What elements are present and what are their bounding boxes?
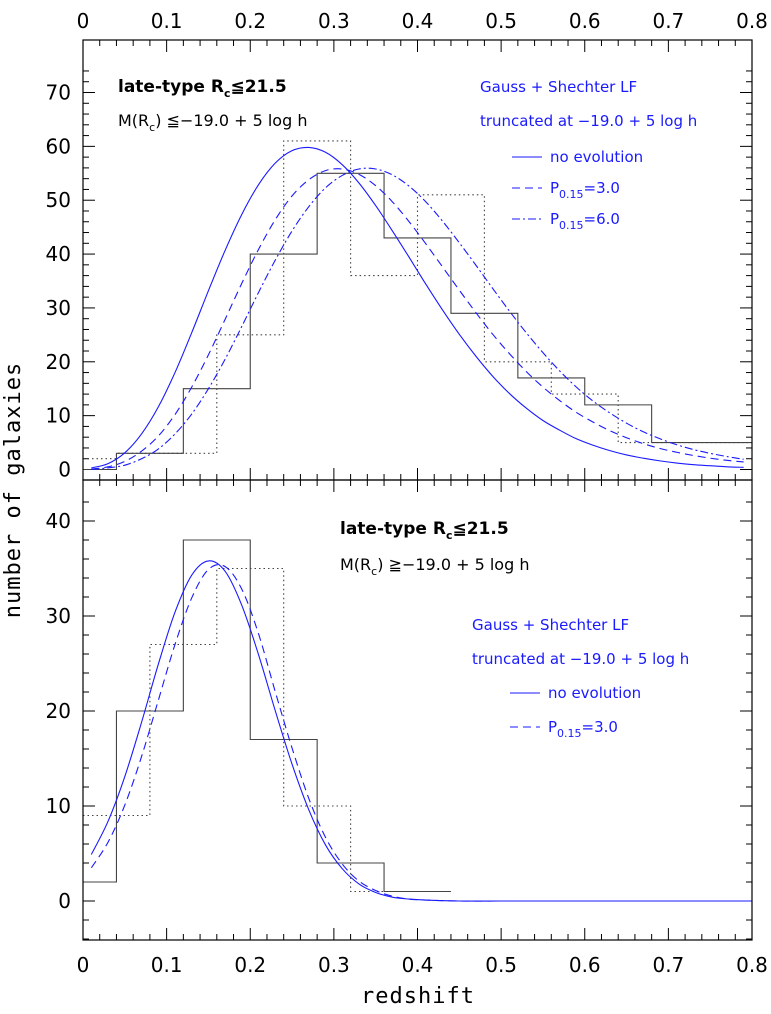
x-tick-label: 0.8 [736,953,768,977]
bottom-lf-truncation: truncated at −19.0 + 5 log h [472,650,689,668]
top-panel-histograms [83,140,752,471]
x-tick-label: 0 [77,953,90,977]
x-tick-label: 0 [77,9,90,33]
x-tick-label: 0.6 [569,9,601,33]
y-tick-label: 20 [46,699,71,723]
top-panel-curves [91,146,744,471]
x-tick-label: 0.5 [485,9,517,33]
x-tick-label: 0.1 [151,953,183,977]
solid-histogram [83,539,451,893]
x-tick-label: 0.7 [652,953,684,977]
x-tick-label: 0.4 [402,953,434,977]
x-tick-label: 0.1 [151,9,183,33]
y-tick-label: 0 [58,889,71,913]
top-panel-ticks [82,40,753,480]
bottom-panel-curves [90,560,752,902]
dashed-model-curve [90,564,752,902]
y-tick-label: 30 [46,604,71,628]
bottom-panel-x-tick-labels: 0 0.1 0.2 0.3 0.4 0.5 0.6 0.7 0.8 [77,953,768,977]
bottom-panel: 0 0.1 0.2 0.3 0.4 0.5 0.6 0.7 0.8 0 10 20 30 40 late… [46,479,768,977]
y-tick-label: 40 [46,509,71,533]
bottom-panel-histograms [83,539,451,893]
bottom-panel-frame [82,479,753,941]
x-axis-title: redshift [361,984,475,1009]
top-magnitude-cut-label: M(Rc) ≦−19.0 + 5 log h [118,111,307,134]
solid-histogram [83,172,752,471]
x-tick-label: 0.3 [318,953,350,977]
bottom-sample-label: late-type Rc≦21.5 [340,519,509,542]
top-legend-no-evolution: no evolution [550,148,643,166]
y-tick-label: 50 [46,188,71,212]
top-edge-x-tick-labels: 0 0.1 0.2 0.3 0.4 0.5 0.6 0.7 0.8 [77,9,768,33]
y-tick-label: 30 [46,296,71,320]
top-panel-y-tick-labels: 0 10 20 30 40 50 60 70 [46,81,71,482]
x-tick-label: 0.3 [318,9,350,33]
top-lf-truncation: truncated at −19.0 + 5 log h [480,112,697,130]
y-tick-label: 10 [46,794,71,818]
x-tick-label: 0.2 [234,953,266,977]
bottom-legend-no-evolution: no evolution [548,684,641,702]
y-tick-label: 20 [46,350,71,374]
x-tick-label: 0.7 [652,9,684,33]
y-tick-label: 10 [46,404,71,428]
bottom-legend-p3: P0.15=3.0 [548,718,618,740]
top-lf-title: Gauss + Shechter LF [480,78,637,96]
x-tick-label: 0.2 [234,9,266,33]
x-tick-label: 0.8 [736,9,768,33]
bottom-panel-y-tick-labels: 0 10 20 30 40 [46,509,71,913]
top-sample-label: late-type Rc≦21.5 [118,77,287,100]
dashdot-model-curve [91,167,744,471]
top-legend: no evolution P0.15=3.0 P0.15=6.0 [512,148,643,232]
bottom-panel-ticks [82,480,753,940]
x-tick-label: 0.4 [402,9,434,33]
x-tick-label: 0.6 [569,953,601,977]
top-legend-p3: P0.15=3.0 [550,179,620,201]
solid-model-curve [91,146,744,469]
dashed-model-curve [91,168,744,470]
y-tick-label: 0 [58,458,71,482]
dotted-histogram [83,140,752,460]
y-axis-title: number of galaxies [1,362,26,618]
x-tick-label: 0.5 [485,953,517,977]
top-legend-p6: P0.15=6.0 [550,210,620,232]
dotted-histogram [83,567,418,893]
bottom-lf-title: Gauss + Shechter LF [472,616,629,634]
bottom-legend: no evolution P0.15=3.0 [510,684,641,740]
y-tick-label: 60 [46,134,71,158]
y-tick-label: 70 [46,81,71,105]
top-panel: 0 10 20 30 40 50 60 70 late-type Rc≦21.5 M(Rc) … [46,39,753,482]
y-tick-label: 40 [46,242,71,266]
bottom-magnitude-cut-label: M(Rc) ≧−19.0 + 5 log h [340,555,529,578]
